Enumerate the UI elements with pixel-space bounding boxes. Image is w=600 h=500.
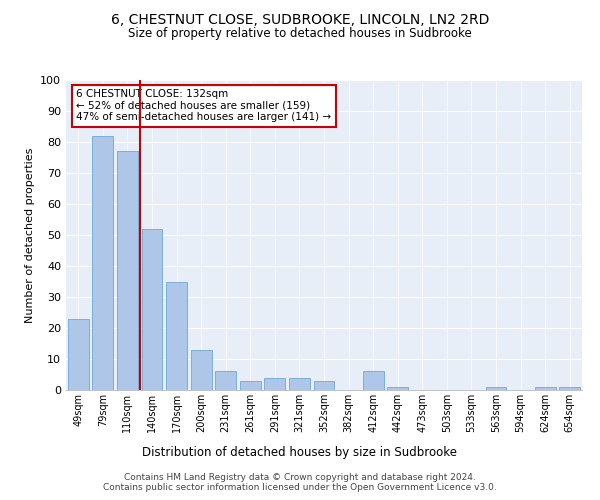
Bar: [240, 380, 261, 390]
Bar: [289, 378, 310, 390]
Bar: [387, 387, 408, 390]
Text: Size of property relative to detached houses in Sudbrooke: Size of property relative to detached ho…: [128, 28, 472, 40]
Bar: [362, 372, 383, 390]
Bar: [314, 380, 334, 390]
Bar: [485, 387, 506, 390]
Bar: [535, 387, 556, 390]
Bar: [265, 378, 286, 390]
Text: 6 CHESTNUT CLOSE: 132sqm
← 52% of detached houses are smaller (159)
47% of semi-: 6 CHESTNUT CLOSE: 132sqm ← 52% of detach…: [76, 90, 331, 122]
Bar: [215, 372, 236, 390]
Bar: [559, 387, 580, 390]
Y-axis label: Number of detached properties: Number of detached properties: [25, 148, 35, 322]
Text: 6, CHESTNUT CLOSE, SUDBROOKE, LINCOLN, LN2 2RD: 6, CHESTNUT CLOSE, SUDBROOKE, LINCOLN, L…: [111, 12, 489, 26]
Text: Distribution of detached houses by size in Sudbrooke: Distribution of detached houses by size …: [143, 446, 458, 459]
Bar: [166, 282, 187, 390]
Bar: [92, 136, 113, 390]
Bar: [142, 229, 163, 390]
Text: Contains HM Land Registry data © Crown copyright and database right 2024.
Contai: Contains HM Land Registry data © Crown c…: [103, 473, 497, 492]
Bar: [68, 318, 89, 390]
Bar: [117, 152, 138, 390]
Bar: [191, 350, 212, 390]
